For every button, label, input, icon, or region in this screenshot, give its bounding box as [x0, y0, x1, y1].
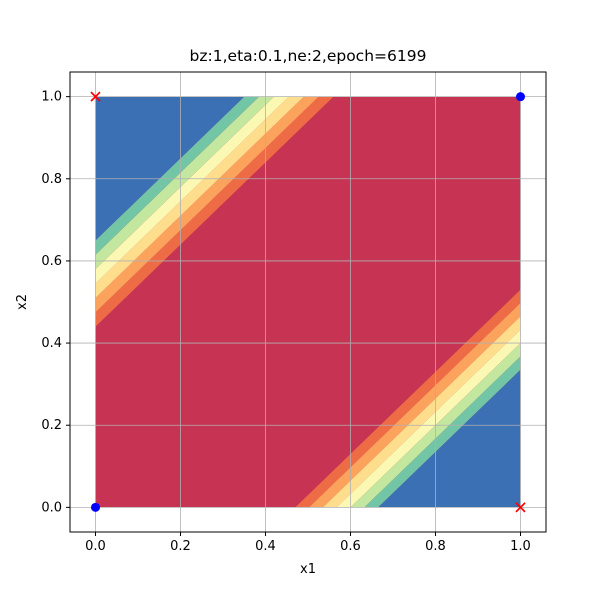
x-tick-label: 0.4	[255, 539, 276, 554]
x-tick-label: 0.2	[170, 539, 191, 554]
x-tick-label: 0.0	[85, 539, 106, 554]
axes-frame	[69, 71, 547, 533]
y-tick-label: 0.8	[41, 172, 62, 187]
x-axis-label: x1	[300, 562, 316, 577]
y-axis-label: x2	[15, 294, 30, 310]
x-tick-label: 1.0	[510, 539, 531, 554]
data-point-circle-marker	[516, 92, 525, 102]
data-point-circle-marker	[91, 502, 100, 512]
y-tick-label: 0.2	[41, 418, 62, 433]
data-point-x-marker	[90, 91, 101, 102]
x-tick-label: 0.6	[340, 539, 361, 554]
x-marker-stroke	[515, 502, 526, 513]
chart-title: bz:1,eta:0.1,ne:2,epoch=6199	[190, 47, 427, 65]
x-tick-label: 0.8	[425, 539, 446, 554]
x-marker-stroke	[90, 91, 101, 102]
y-tick-label: 0.6	[41, 254, 62, 269]
data-point-x-marker	[515, 502, 526, 513]
y-tick-label: 1.0	[41, 90, 62, 105]
y-tick-label: 0.4	[41, 336, 62, 351]
y-tick-label: 0.0	[41, 500, 62, 515]
